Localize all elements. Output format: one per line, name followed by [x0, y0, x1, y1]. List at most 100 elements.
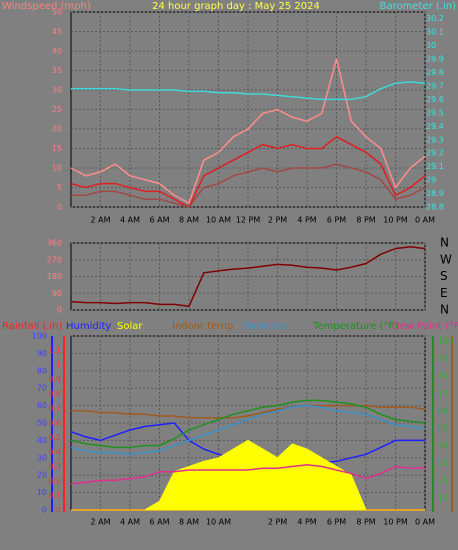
y2-tick-label: 29.8	[426, 68, 444, 77]
legend-label: Humidex	[242, 321, 287, 332]
y-tick-label: 25	[52, 105, 62, 114]
legend-label: Humidity	[66, 321, 111, 332]
legend-label: Solar	[117, 321, 143, 332]
x-tick-label: 4 PM	[297, 518, 316, 527]
y-tick-label: 5	[57, 183, 62, 192]
y2-tick-label: S	[440, 269, 448, 283]
y-tick-label: 20	[52, 125, 62, 134]
series-line	[70, 404, 426, 456]
y2-tick-label: W	[440, 252, 452, 266]
y2-tick-label: 20	[438, 476, 448, 485]
y3-tick-label: 1	[56, 361, 61, 370]
y2-tick-label: 90	[438, 354, 448, 363]
x-tick-label: 8 PM	[356, 518, 375, 527]
y-tick-label: 15	[52, 144, 62, 153]
y-tick-label: 20	[37, 471, 47, 480]
x-tick-label: 10 AM	[206, 216, 231, 225]
y-tick-label: 10	[37, 488, 47, 497]
y-tick-label: 50	[37, 419, 47, 428]
y2-tick-label: 29.6	[426, 95, 444, 104]
chart-title: 24 hour graph day : May 25 2024	[152, 1, 320, 12]
y-tick-label: 0	[42, 506, 47, 515]
y-tick-label: 60	[37, 401, 47, 410]
y2-tick-label: 29	[426, 176, 436, 185]
wind-axis-label: Windspeed (mph)	[2, 1, 91, 12]
y2-tick-label: N	[440, 236, 449, 250]
x-tick-label: 0 AM	[415, 518, 435, 527]
y-tick-label: 40	[52, 47, 62, 56]
x-tick-label: 4 AM	[120, 518, 140, 527]
y2-tick-label: 60	[438, 406, 448, 415]
y3-tick-label: 0.6	[48, 419, 61, 428]
y3-tick-label: 0.9	[48, 375, 61, 384]
legend-label: Rainfall (.in)	[2, 321, 63, 332]
y2-tick-label: 70	[438, 389, 448, 398]
y2-tick-label: 29.7	[426, 81, 444, 90]
x-tick-label: 12 PM	[236, 216, 261, 225]
y-tick-label: 70	[37, 384, 47, 393]
y2-tick-label: 30	[438, 459, 448, 468]
y-tick-label: 100	[32, 332, 47, 341]
y3-tick-label: 0.8	[48, 390, 61, 399]
y-tick-label: 45	[52, 27, 62, 36]
legend-label: Dew Point (°F	[392, 321, 458, 332]
y3-tick-label: 1.1	[48, 346, 61, 355]
y2-tick-label: 29.2	[426, 149, 444, 158]
y3-tick-label: 0.3	[48, 462, 61, 471]
y2-tick-label: 28.8	[426, 203, 444, 212]
y-tick-label: 35	[52, 66, 62, 75]
y-tick-label: 80	[37, 366, 47, 375]
x-tick-label: 2 PM	[268, 518, 287, 527]
y2-tick-label: 29.3	[426, 135, 444, 144]
y2-tick-label: 10	[438, 493, 448, 502]
y2-tick-label: 50	[438, 424, 448, 433]
x-tick-label: 4 PM	[297, 216, 316, 225]
y2-tick-label: 40	[438, 441, 448, 450]
series-line	[71, 163, 426, 208]
barometer-axis-label: Barometer (.in)	[380, 1, 456, 12]
y-tick-label: 270	[47, 255, 62, 264]
x-tick-label: 0 AM	[415, 216, 435, 225]
series-line	[70, 58, 426, 205]
series-line	[71, 81, 426, 101]
y2-tick-label: N	[440, 303, 449, 317]
x-tick-label: 4 AM	[120, 216, 140, 225]
series-line	[70, 135, 426, 209]
y3-tick-label: 0.7	[48, 404, 61, 413]
series-line	[71, 404, 426, 419]
y2-tick-label: 28.9	[426, 189, 444, 198]
x-tick-label: 2 PM	[268, 216, 287, 225]
y-tick-label: 90	[52, 289, 62, 298]
x-tick-label: 2 AM	[90, 216, 110, 225]
y2-tick-label: 80	[438, 372, 448, 381]
y3-tick-label: 0.1	[48, 491, 61, 500]
legend-label: Temperature (°F)	[312, 321, 398, 332]
series-line	[70, 399, 426, 449]
series-line	[70, 245, 426, 308]
y-tick-label: 10	[52, 164, 62, 173]
y2-tick-label: 30.1	[426, 28, 444, 37]
y-tick-label: 30	[37, 453, 47, 462]
y-tick-label: 30	[52, 86, 62, 95]
x-tick-label: 10 AM	[206, 518, 231, 527]
y2-tick-label: 29.4	[426, 122, 444, 131]
series-line	[70, 464, 425, 485]
series-area	[71, 439, 425, 511]
y3-tick-label: 0.5	[48, 433, 61, 442]
x-tick-label: 8 AM	[179, 518, 199, 527]
y3-tick-label: 0	[56, 506, 61, 515]
legend-label: Indoor temp	[172, 321, 233, 332]
y-tick-label: 360	[47, 239, 62, 248]
y-tick-label: 0	[57, 203, 62, 212]
x-tick-label: 6 PM	[327, 216, 346, 225]
y-tick-label: 50	[52, 8, 62, 17]
y3-tick-label: 0.4	[48, 448, 61, 457]
y2-tick-label: 30.2	[426, 14, 444, 23]
y-tick-label: 0	[57, 306, 62, 315]
y-tick-label: 90	[37, 349, 47, 358]
y2-tick-label: E	[440, 286, 448, 300]
x-tick-label: 8 PM	[356, 216, 375, 225]
x-tick-label: 2 AM	[90, 518, 110, 527]
y-tick-label: 40	[37, 436, 47, 445]
